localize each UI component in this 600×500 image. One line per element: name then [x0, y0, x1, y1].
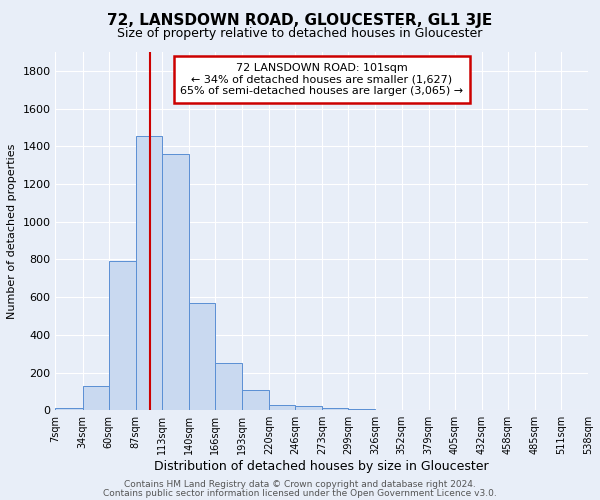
Bar: [295, 406, 322, 410]
X-axis label: Distribution of detached houses by size in Gloucester: Distribution of detached houses by size …: [154, 460, 489, 473]
Bar: [83, 386, 109, 410]
Y-axis label: Number of detached properties: Number of detached properties: [7, 144, 17, 319]
Bar: [189, 303, 215, 410]
Bar: [215, 363, 242, 410]
Bar: [322, 408, 349, 410]
Bar: [242, 390, 269, 410]
Text: 72 LANSDOWN ROAD: 101sqm
← 34% of detached houses are smaller (1,627)
65% of sem: 72 LANSDOWN ROAD: 101sqm ← 34% of detach…: [180, 62, 463, 96]
Text: Contains public sector information licensed under the Open Government Licence v3: Contains public sector information licen…: [103, 490, 497, 498]
Text: Contains HM Land Registry data © Crown copyright and database right 2024.: Contains HM Land Registry data © Crown c…: [124, 480, 476, 489]
Bar: [162, 154, 189, 410]
Bar: [55, 408, 83, 410]
Bar: [136, 136, 162, 410]
Bar: [269, 404, 295, 410]
Text: Size of property relative to detached houses in Gloucester: Size of property relative to detached ho…: [118, 28, 482, 40]
Bar: [109, 262, 136, 410]
Text: 72, LANSDOWN ROAD, GLOUCESTER, GL1 3JE: 72, LANSDOWN ROAD, GLOUCESTER, GL1 3JE: [107, 12, 493, 28]
